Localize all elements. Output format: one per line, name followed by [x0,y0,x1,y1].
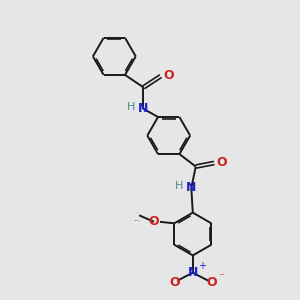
Text: methoxy: methoxy [135,220,141,221]
Text: O: O [137,212,138,213]
Text: O: O [169,276,180,289]
Text: H: H [175,181,183,190]
Text: O: O [163,69,174,82]
Text: O: O [148,215,159,228]
Text: H: H [127,102,135,112]
Text: ⁻: ⁻ [219,272,224,282]
Text: N: N [188,266,198,279]
Text: N: N [186,182,196,194]
Text: O: O [206,276,217,289]
Text: N: N [138,102,148,115]
Text: +: + [198,261,206,271]
Text: O: O [217,157,227,169]
